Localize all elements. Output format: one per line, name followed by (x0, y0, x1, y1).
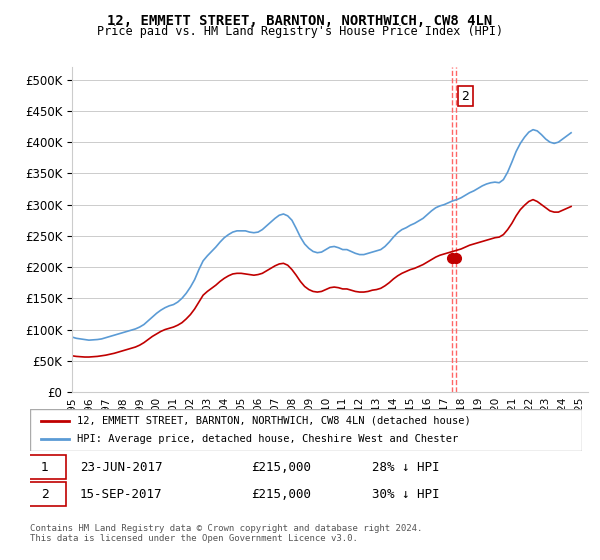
Text: Price paid vs. HM Land Registry's House Price Index (HPI): Price paid vs. HM Land Registry's House … (97, 25, 503, 38)
Text: 28% ↓ HPI: 28% ↓ HPI (372, 461, 440, 474)
Text: £215,000: £215,000 (251, 461, 311, 474)
FancyBboxPatch shape (30, 409, 582, 451)
Text: 2: 2 (41, 488, 49, 501)
Text: 23-JUN-2017: 23-JUN-2017 (80, 461, 162, 474)
Text: 1: 1 (41, 461, 49, 474)
FancyBboxPatch shape (25, 455, 66, 479)
Text: 12, EMMETT STREET, BARNTON, NORTHWICH, CW8 4LN (detached house): 12, EMMETT STREET, BARNTON, NORTHWICH, C… (77, 416, 470, 426)
Text: HPI: Average price, detached house, Cheshire West and Chester: HPI: Average price, detached house, Ches… (77, 434, 458, 444)
Text: Contains HM Land Registry data © Crown copyright and database right 2024.
This d: Contains HM Land Registry data © Crown c… (30, 524, 422, 543)
FancyBboxPatch shape (25, 482, 66, 506)
Text: £215,000: £215,000 (251, 488, 311, 501)
Text: 30% ↓ HPI: 30% ↓ HPI (372, 488, 440, 501)
Text: 15-SEP-2017: 15-SEP-2017 (80, 488, 162, 501)
Text: 2: 2 (461, 90, 469, 102)
Text: 12, EMMETT STREET, BARNTON, NORTHWICH, CW8 4LN: 12, EMMETT STREET, BARNTON, NORTHWICH, C… (107, 14, 493, 28)
